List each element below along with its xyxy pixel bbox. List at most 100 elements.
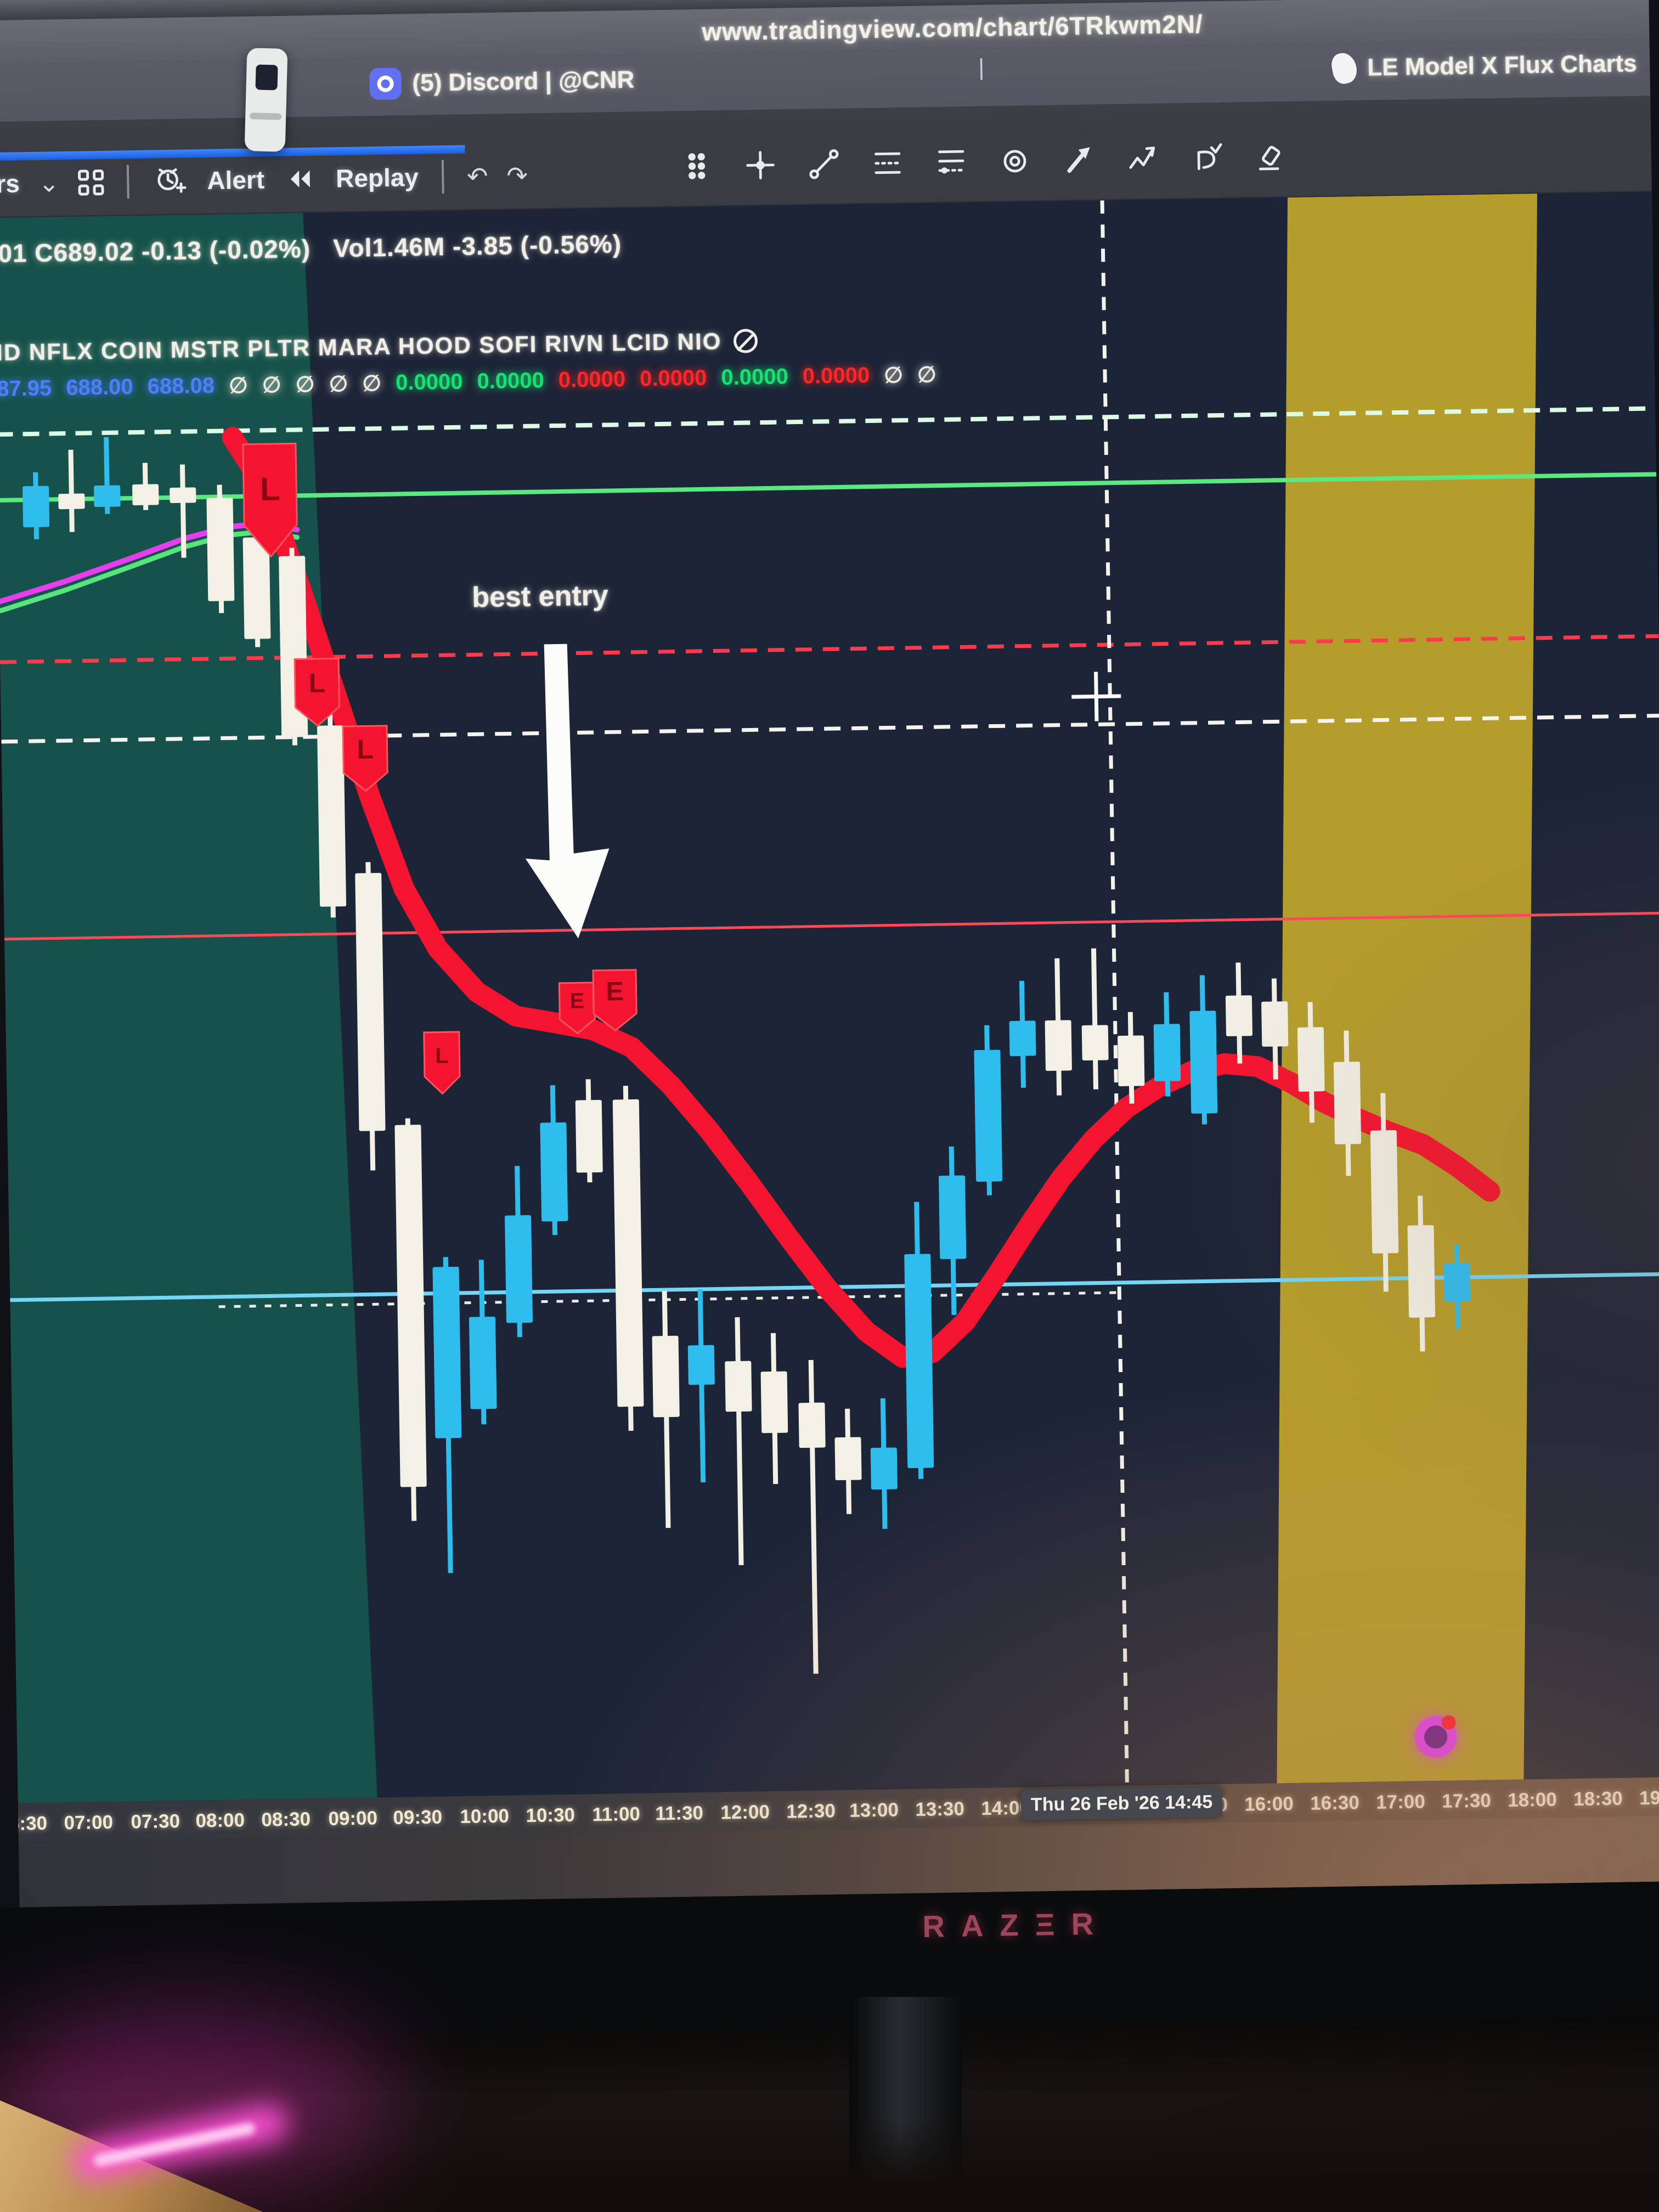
white-dashed-level (1, 713, 1659, 744)
watchlist-value: 0.0000 (558, 366, 626, 392)
tab-discord-label: (5) Discord | @CNR (412, 66, 635, 97)
crosshair-pointer (1071, 672, 1121, 721)
trend-line-icon[interactable] (805, 145, 843, 183)
candle-wick (1091, 948, 1099, 1090)
signal-letter: L (308, 668, 325, 698)
signal-letter: L (357, 733, 374, 764)
time-tick: 12:30 (786, 1800, 836, 1822)
replay-icon[interactable] (283, 162, 318, 196)
layout-grid-icon[interactable] (78, 169, 104, 196)
razer-logo: RAZΞR (922, 1906, 1110, 1944)
toolbar-divider (441, 160, 444, 194)
watchlist-value: ∅ (228, 373, 249, 398)
signal-letter: L (259, 470, 280, 507)
signal-flag-L (242, 442, 298, 558)
candle-down (170, 487, 196, 504)
signal-flag-E (558, 981, 596, 1035)
candle-up (22, 486, 50, 528)
time-tick: 19:00 (1639, 1786, 1659, 1809)
candle-up (1189, 1011, 1218, 1114)
chart-svg: L L L L E E (0, 193, 1659, 1803)
time-tick: 06:30 (0, 1812, 48, 1835)
webcam-slot (250, 112, 282, 120)
candle-down (1333, 1062, 1362, 1144)
chevron-down-icon[interactable]: ⌄ (38, 168, 60, 198)
monitor: www.tradingview.com/chart/6TRkwm2N/ (5) … (0, 0, 1659, 2042)
time-tick: 09:30 (393, 1806, 443, 1829)
candle-up (540, 1122, 568, 1222)
ma-ribbon (222, 427, 1500, 1368)
candle-down (58, 493, 85, 510)
symbol-text-fragment[interactable]: rs (0, 169, 20, 198)
redo-icon[interactable]: ↷ (506, 161, 528, 190)
candle-wick (179, 464, 187, 558)
time-tick: 18:30 (1573, 1787, 1623, 1810)
red-solid-level (4, 911, 1659, 941)
fib-channel-icon[interactable] (932, 143, 970, 181)
candle-up (505, 1215, 533, 1323)
alert-clock-icon[interactable] (152, 162, 189, 199)
candle-down (1225, 995, 1252, 1036)
time-tick: 07:30 (131, 1810, 180, 1833)
drag-handle-icon[interactable] (678, 147, 715, 185)
time-tick: 10:30 (526, 1804, 575, 1827)
discord-icon (369, 67, 402, 100)
candle-wick (68, 449, 75, 532)
watchlist-value: 87.95 (0, 376, 52, 401)
pattern-zigzag-icon[interactable] (1123, 140, 1161, 178)
watchlist-value: 688.08 (147, 373, 215, 399)
candle-up (469, 1316, 497, 1409)
tab-divider: | (978, 54, 985, 80)
time-tick: 16:30 (1310, 1792, 1360, 1814)
watchlist-value: ∅ (917, 363, 937, 387)
fib-retracement-icon[interactable] (868, 144, 906, 182)
candle-up (94, 485, 121, 507)
best-entry-annotation: best entry (471, 579, 609, 614)
candle-up (1009, 1020, 1036, 1057)
time-tick: 17:30 (1441, 1790, 1492, 1812)
signal-flag-L (294, 657, 340, 727)
candle-up (432, 1266, 462, 1438)
candle-down (1370, 1130, 1399, 1254)
candle-down (394, 1125, 427, 1487)
arrow-marker-icon[interactable] (1059, 141, 1097, 179)
screen: www.tradingview.com/chart/6TRkwm2N/ (5) … (0, 0, 1659, 1908)
toolbar-divider (126, 165, 129, 199)
circle-target-icon[interactable] (996, 142, 1034, 180)
candle-up (1153, 1024, 1181, 1081)
tab-flux-label: LE Model X Flux Charts (1367, 49, 1638, 81)
url-text[interactable]: www.tradingview.com/chart/6TRkwm2N/ (701, 9, 1204, 46)
webcam-lens (255, 64, 278, 91)
eraser-icon[interactable] (1250, 138, 1288, 176)
candle-wick (697, 1289, 706, 1483)
time-tick: 08:00 (195, 1809, 245, 1832)
signal-letter: E (606, 977, 624, 1007)
watchlist-value: 0.0000 (395, 369, 463, 395)
candle-down (206, 498, 235, 601)
crosshair-icon[interactable] (741, 146, 779, 184)
watchlist-value: 0.0000 (802, 363, 870, 388)
crosshair-date-badge: Thu 26 Feb '26 14:45 (1020, 1786, 1223, 1820)
alert-button[interactable]: Alert (206, 165, 265, 195)
undo-icon[interactable]: ↶ (466, 161, 488, 191)
time-tick: 07:00 (64, 1811, 114, 1834)
tab-flux-charts[interactable]: LE Model X Flux Charts (1329, 48, 1638, 86)
replay-button[interactable]: Replay (335, 162, 419, 193)
candle-down (355, 873, 386, 1131)
eye-off-icon[interactable] (733, 329, 758, 353)
tab-discord[interactable]: (5) Discord | @CNR (369, 64, 635, 100)
candle-down (834, 1437, 862, 1481)
candle-down (1261, 1001, 1289, 1047)
watchlist-value: 0.0000 (477, 368, 545, 394)
candle-down (1045, 1020, 1072, 1071)
candle-down (725, 1361, 752, 1412)
ticker-price: 01 C689.02 -0.13 (-0.02%) (0, 234, 311, 268)
forecast-icon[interactable] (1187, 139, 1224, 177)
time-tick: 18:00 (1507, 1788, 1558, 1812)
watchlist-value: ∅ (295, 372, 315, 397)
time-tick: 08:30 (261, 1808, 311, 1831)
time-tick: 13:30 (915, 1798, 965, 1821)
watchlist-value: 688.00 (65, 375, 134, 400)
